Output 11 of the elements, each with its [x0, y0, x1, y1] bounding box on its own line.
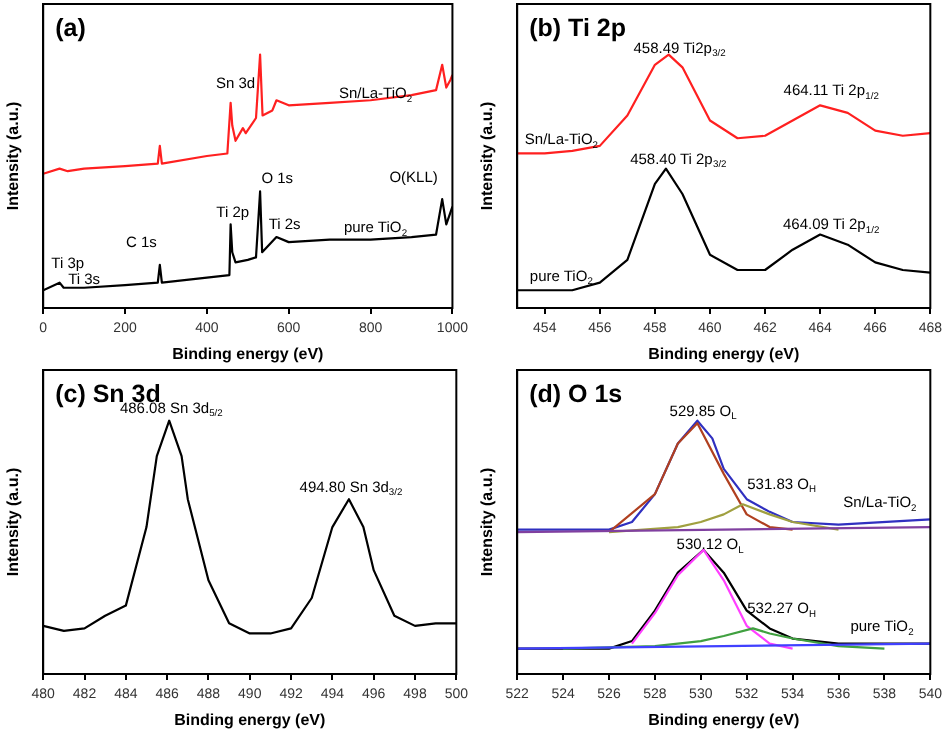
x-axis-title: Binding energy (eV)	[174, 710, 326, 729]
x-axis-title: Binding energy (eV)	[648, 710, 800, 729]
chart-title: (a)	[55, 14, 86, 42]
chart-title: (b) Ti 2p	[529, 14, 627, 42]
y-axis-title: Intensity (a.u.)	[478, 101, 497, 211]
chart-title: (d) O 1s	[529, 380, 623, 408]
x-axis-title: Binding energy (eV)	[172, 344, 325, 363]
x-axis-title: Binding energy (eV)	[648, 344, 800, 363]
y-axis-title: Intensity (a.u.)	[4, 101, 23, 211]
y-axis-title: Intensity (a.u.)	[478, 467, 497, 577]
y-axis-title: Intensity (a.u.)	[4, 467, 23, 577]
